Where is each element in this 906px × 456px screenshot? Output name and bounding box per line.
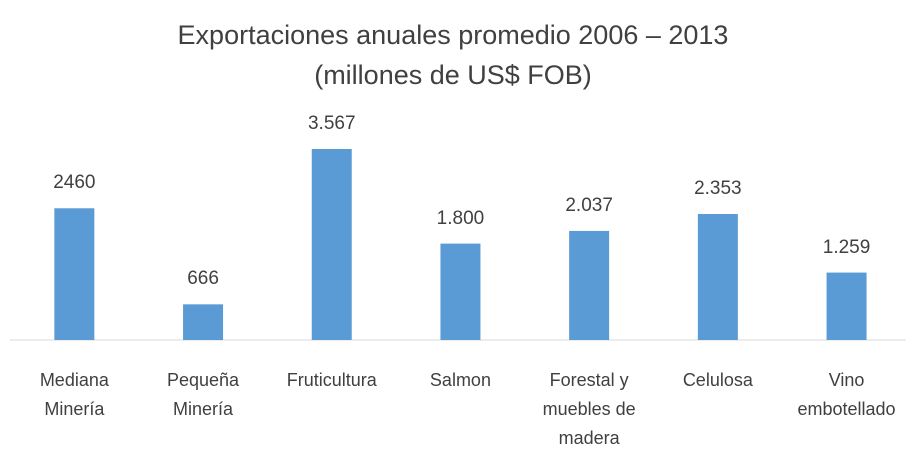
value-label: 2.037 bbox=[565, 194, 613, 216]
x-tick-label: Mediana Minería bbox=[39, 370, 109, 419]
value-label: 2.353 bbox=[694, 178, 742, 199]
bar bbox=[569, 230, 610, 340]
bar bbox=[826, 272, 867, 340]
bar bbox=[183, 304, 224, 340]
x-tick-label: Pequeña Minería bbox=[167, 370, 240, 419]
value-label: 1.800 bbox=[436, 207, 485, 229]
bar bbox=[440, 243, 481, 340]
bar bbox=[697, 214, 738, 340]
x-tick-label: Fruticultura bbox=[286, 370, 377, 390]
bar bbox=[54, 208, 95, 340]
x-tick-label: Vino embotellado bbox=[797, 370, 896, 419]
value-label: 1.259 bbox=[822, 236, 871, 258]
value-label: 666 bbox=[187, 268, 219, 290]
chart-title: Exportaciones anuales promedio 2006 – 20… bbox=[177, 20, 729, 50]
value-label: 2460 bbox=[53, 172, 96, 194]
x-tick-label: Salmon bbox=[429, 370, 491, 390]
x-tick-label: Forestal y muebles de madera bbox=[542, 370, 636, 448]
value-label: 3.567 bbox=[307, 113, 356, 134]
chart-subtitle: (millones de US$ FOB) bbox=[314, 60, 592, 90]
bar bbox=[311, 149, 352, 340]
x-tick-label: Celulosa bbox=[682, 370, 753, 390]
